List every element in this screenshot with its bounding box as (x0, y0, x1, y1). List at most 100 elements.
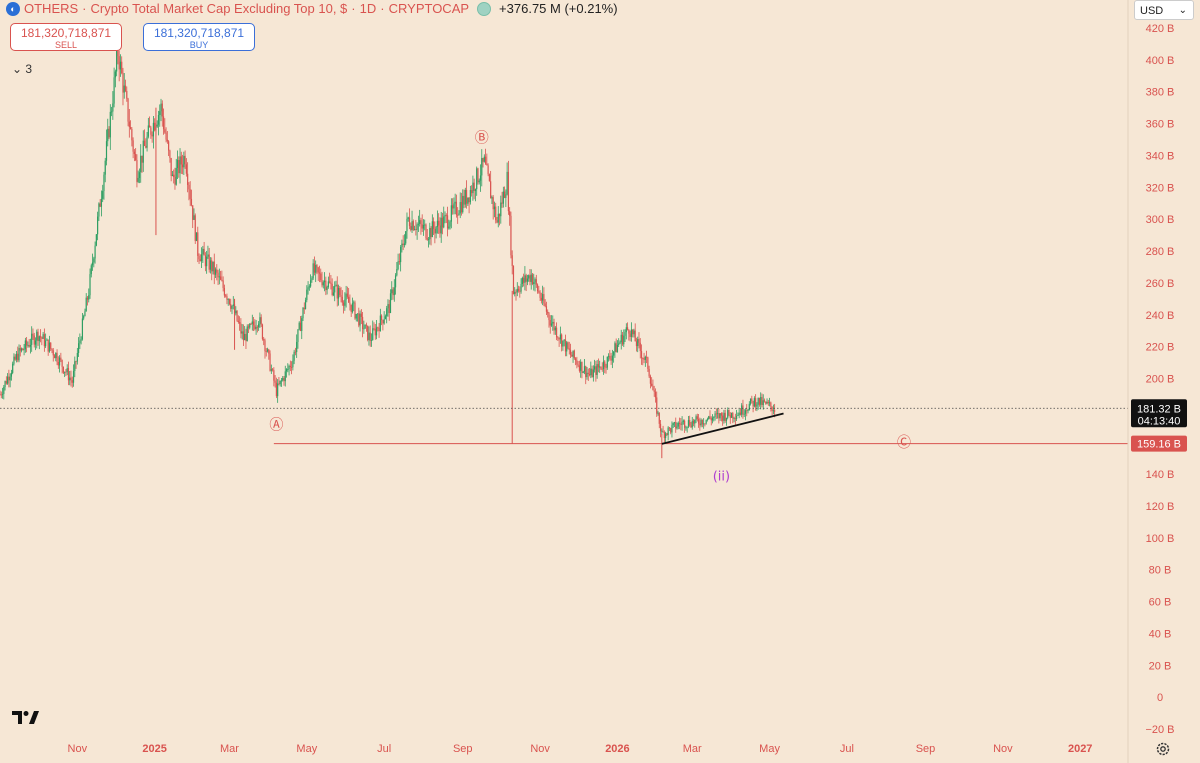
candle-body (277, 383, 279, 397)
interval-label[interactable]: 1D (359, 1, 377, 16)
symbol-header[interactable]: ◐ OTHERS · Crypto Total Market Cap Exclu… (6, 1, 618, 16)
candle-body (119, 61, 122, 70)
candle-body (449, 221, 451, 227)
candle-body (705, 419, 707, 424)
candle-body (84, 311, 86, 317)
candle-body (199, 259, 201, 262)
candle-body (595, 366, 597, 375)
candle-body (517, 288, 520, 291)
candle-body (185, 164, 187, 174)
candle-body (571, 354, 573, 357)
candle-body (34, 340, 37, 345)
candle-body (57, 362, 59, 366)
candle-body (65, 371, 67, 373)
candle-body (729, 415, 731, 418)
candle-body (275, 382, 277, 397)
candle-body (311, 278, 313, 281)
candle-body (426, 238, 428, 240)
candle-body (303, 307, 305, 310)
market-status-icon (477, 1, 492, 16)
candle-body (298, 322, 300, 330)
candle-body (228, 299, 231, 304)
candle-body (235, 310, 237, 314)
candle-body (67, 368, 70, 381)
candle-body (666, 433, 668, 435)
candle-body (481, 158, 483, 176)
candle-body (221, 279, 223, 281)
candle-body (151, 134, 153, 137)
candle-body (728, 409, 730, 416)
symbol-ticker[interactable]: OTHERS (24, 1, 79, 16)
candle-body (349, 302, 351, 305)
indicators-toggle[interactable]: ⌄ 3 (12, 62, 32, 76)
x-tick-label: 2026 (605, 743, 629, 755)
candle-body (640, 351, 643, 359)
x-tick-label: Nov (68, 743, 88, 755)
candle-body (28, 344, 30, 347)
candle-body (254, 325, 256, 330)
candle-body (547, 311, 549, 314)
candle-body (0, 394, 1, 396)
candle-body (568, 348, 570, 350)
candle-body (129, 127, 132, 129)
candle-body (624, 332, 626, 336)
candle-body (521, 277, 523, 284)
candle-body (342, 302, 345, 306)
candle-body (52, 350, 54, 356)
candle-body (244, 333, 246, 341)
candle-body (364, 324, 366, 329)
candle-body (157, 115, 160, 125)
candle-body (374, 328, 376, 336)
candle-body (520, 283, 522, 292)
candle-body (616, 344, 619, 353)
candle-body (1, 393, 4, 395)
x-tick-label: Mar (220, 743, 239, 755)
tradingview-logo-icon[interactable] (12, 709, 40, 725)
candle-body (340, 295, 342, 297)
candle-body (258, 323, 260, 328)
candle-body (484, 156, 487, 164)
candle-body (51, 348, 53, 351)
candle-body (417, 223, 419, 225)
candle-body (733, 418, 735, 419)
candle-body (526, 278, 529, 282)
candle-body (88, 295, 90, 300)
x-tick-label: Sep (916, 743, 936, 755)
candle-body (519, 290, 521, 292)
candle-body (39, 336, 42, 338)
currency-value: USD (1140, 5, 1164, 17)
candle-body (178, 159, 180, 174)
candle-body (555, 327, 558, 338)
candle-body (445, 215, 447, 216)
candle-body (43, 334, 45, 347)
candle-body (336, 284, 338, 299)
candle-body (772, 410, 774, 412)
candle-body (407, 217, 409, 219)
candle-body (462, 195, 464, 213)
candle-body (170, 157, 172, 176)
candle-body (297, 329, 299, 342)
overlay-layer: Ⓐ Ⓑ Ⓒ (ii) (0, 131, 1128, 484)
candle-body (346, 293, 348, 297)
candle-body (278, 383, 280, 385)
currency-select[interactable]: USD ⌄ (1134, 0, 1194, 20)
buy-button[interactable]: 181,320,718,871 BUY (143, 23, 255, 51)
candle-body (62, 366, 64, 373)
candle-body (90, 265, 92, 275)
candle-body (613, 351, 615, 356)
x-tick-label: Mar (683, 743, 702, 755)
candle-body (531, 274, 534, 284)
gear-icon[interactable] (1155, 741, 1171, 757)
candle-body (483, 156, 485, 162)
candle-body (465, 189, 468, 204)
sell-button[interactable]: 181,320,718,871 SELL (10, 23, 122, 51)
candle-body (159, 111, 161, 116)
candle-body (355, 313, 357, 319)
candle-body (713, 416, 715, 418)
y-tick-label: 200 B (1146, 374, 1175, 386)
candle-body (715, 413, 717, 415)
candle-body (425, 224, 427, 239)
candle-body (699, 423, 701, 426)
candle-body (245, 333, 247, 342)
